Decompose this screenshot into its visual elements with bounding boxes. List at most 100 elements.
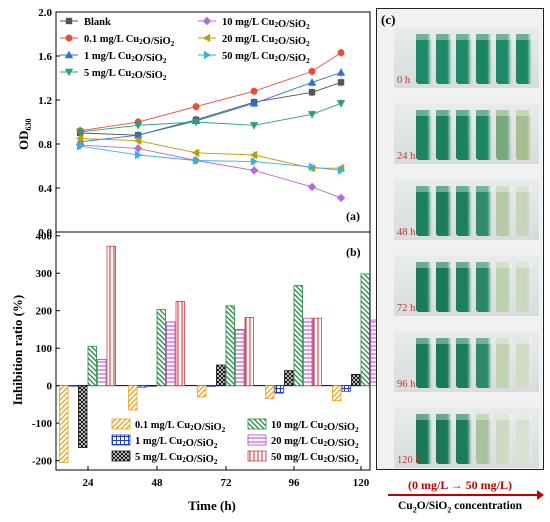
legend-label: Blank xyxy=(84,17,111,28)
inhibition-bar xyxy=(225,305,235,387)
vial xyxy=(496,414,512,464)
od-point xyxy=(191,118,201,127)
inhibition-bar xyxy=(274,385,284,394)
panel-b-ytick-label: 100 xyxy=(36,343,53,355)
vial xyxy=(496,186,512,236)
panel-c-axis-caption: Cu2O/SiO2 concentration xyxy=(398,500,522,515)
od-point xyxy=(307,78,317,86)
inhibition-bar xyxy=(175,300,185,387)
inhibition-bar xyxy=(87,345,97,387)
vial xyxy=(416,34,432,84)
panel-a-frame xyxy=(55,11,371,233)
legend-label: 0.1 mg/L Cu2O/SiO2 xyxy=(84,34,175,48)
panel-c-arrow xyxy=(388,490,544,500)
od-point xyxy=(250,157,259,166)
panel-a-ytick-label: 1.6 xyxy=(38,51,52,63)
legend-label: 20 mg/L Cu2O/SiO2 xyxy=(271,436,359,450)
panel-b-ytick-label: -200 xyxy=(32,456,53,468)
vial xyxy=(456,262,472,312)
time-label: 72 h xyxy=(397,303,416,314)
legend-entry: 0.1 mg/L Cu2O/SiO2 xyxy=(60,34,175,48)
inhibition-bar xyxy=(312,317,322,387)
vial xyxy=(436,186,452,236)
vial xyxy=(516,338,532,388)
vial-photo: 24 h xyxy=(394,103,539,164)
vial xyxy=(496,110,512,160)
panel-b-label: (b) xyxy=(346,245,361,259)
od-point xyxy=(75,134,84,143)
vial xyxy=(476,338,492,388)
od-point xyxy=(249,166,259,175)
inhibition-bar xyxy=(351,374,361,387)
legend-marker xyxy=(203,50,212,60)
inhibition-bar xyxy=(360,273,370,387)
od-point xyxy=(134,150,143,160)
od-line xyxy=(80,102,342,133)
od-series xyxy=(75,140,346,203)
vial xyxy=(476,34,492,84)
time-label: 0 h xyxy=(397,75,411,86)
vial xyxy=(476,186,492,236)
vial-photo: 72 h xyxy=(394,255,539,316)
vial xyxy=(516,110,532,160)
legend-swatch xyxy=(247,450,267,462)
vial xyxy=(416,262,432,312)
legend-entry: 5 mg/L Cu2O/SiO2 xyxy=(111,450,218,466)
legend-entry: 20 mg/L Cu2O/SiO2 xyxy=(247,434,359,450)
od-point xyxy=(133,144,143,153)
time-label: 24 h xyxy=(397,151,416,162)
legend-label: 5 mg/L Cu2O/SiO2 xyxy=(135,452,218,466)
figure-canvas: 0.0 0.4 0.8 1.2 1.6 2.0 (a) OD630 Blank 0.1 mg… xyxy=(10,7,376,513)
od-series xyxy=(76,78,345,140)
legend-swatch xyxy=(111,450,131,462)
od-point xyxy=(337,49,345,57)
vial xyxy=(436,414,452,464)
od-point xyxy=(76,142,85,151)
panel-b-xtick-label: 72 xyxy=(221,477,233,489)
od-line xyxy=(80,52,342,132)
inhibition-bar xyxy=(106,245,116,387)
time-label: 120 h xyxy=(397,455,421,466)
vial xyxy=(496,262,512,312)
legend-entry: 10 mg/L Cu2O/SiO2 xyxy=(247,418,359,434)
panel-b-legend: 0.1 mg/L Cu2O/SiO2 1 mg/L Cu2O/SiO2 5 mg/L… xyxy=(111,418,359,466)
legend-entry: 50 mg/L Cu2O/SiO2 xyxy=(247,450,359,466)
inhibition-bar xyxy=(235,329,245,387)
panel-b-xtick-label: 24 xyxy=(83,477,95,489)
vial xyxy=(496,338,512,388)
legend-entry: 20 mg/L Cu2O/SiO2 xyxy=(198,33,310,48)
panel-a-ytick-label: 1.2 xyxy=(38,95,52,107)
panel-a-ytick-label: 2.0 xyxy=(38,7,52,19)
od-point xyxy=(133,131,143,139)
panel-a-legend: Blank 0.1 mg/L Cu2O/SiO2 1 mg/L Cu2O/SiO2 5… xyxy=(60,16,310,82)
vial xyxy=(436,110,452,160)
legend-label: 10 mg/L Cu2O/SiO2 xyxy=(222,17,310,31)
legend-entry: 1 mg/L Cu2O/SiO2 xyxy=(60,50,167,65)
vial xyxy=(516,186,532,236)
inhibition-bar xyxy=(166,321,176,387)
panel-a-axis: 0.0 0.4 0.8 1.2 1.6 2.0 xyxy=(38,7,60,239)
od-line xyxy=(80,144,342,199)
legend-entry: 0.1 mg/L Cu2O/SiO2 xyxy=(111,418,226,434)
inhibition-bar xyxy=(206,385,216,387)
inhibition-bar xyxy=(244,317,254,387)
legend-label: 1 mg/L Cu2O/SiO2 xyxy=(135,436,218,450)
legend-marker xyxy=(64,50,74,59)
od-point xyxy=(133,136,142,145)
legend-marker xyxy=(202,33,211,43)
vial xyxy=(476,110,492,160)
panel-b-ytick-label: 300 xyxy=(36,268,53,280)
panel-b-ylabel: Inhibition ratio (%) xyxy=(10,295,25,406)
od-point xyxy=(308,67,316,75)
legend-entry: 10 mg/L Cu2O/SiO2 xyxy=(198,16,310,31)
inhibition-bar xyxy=(332,385,342,402)
vial xyxy=(476,262,492,312)
time-label: 48 h xyxy=(397,227,416,238)
inhibition-bar xyxy=(147,385,157,387)
vial xyxy=(516,262,532,312)
panel-c-label: (c) xyxy=(381,12,396,27)
od-point xyxy=(192,103,200,111)
inhibition-bar xyxy=(97,359,107,387)
vial xyxy=(456,186,472,236)
legend-label: 5 mg/L Cu2O/SiO2 xyxy=(84,68,167,82)
